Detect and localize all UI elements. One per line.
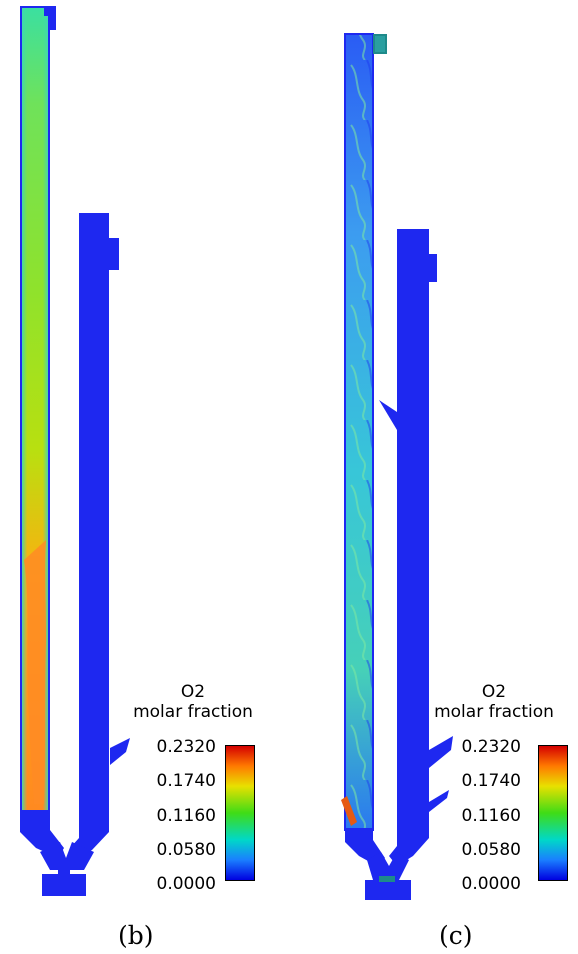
legend-tick: 0.1740 (461, 771, 521, 791)
legend-title-line2: molar fraction (434, 702, 554, 722)
legend-tick: 0.1740 (156, 771, 216, 791)
legend-title: O2 molar fraction (424, 682, 564, 722)
downcomer-b (79, 213, 130, 798)
legend-tick: 0.0580 (461, 840, 521, 860)
legend-tick: 0.0580 (156, 840, 216, 860)
colorbar (538, 745, 568, 881)
reactor-contour-c (341, 33, 453, 900)
riser-c (341, 33, 387, 831)
legend-title-line2: molar fraction (133, 702, 253, 722)
loop-seal-b (20, 795, 109, 896)
panel-b: O2 molar fraction 0.2320 0.1740 0.1160 0… (20, 6, 263, 950)
legend-tick: 0.2320 (461, 737, 521, 757)
riser-b (20, 6, 56, 814)
loop-seal-c (345, 800, 429, 900)
panel-caption: (b) (118, 921, 154, 950)
colorbar (225, 745, 255, 881)
legend-tick: 0.1160 (156, 806, 216, 826)
legend-tick: 0.1160 (461, 806, 521, 826)
panel-c: O2 molar fraction 0.2320 0.1740 0.1160 0… (289, 0, 578, 954)
legend-title-line1: O2 (180, 682, 206, 702)
legend-title-line1: O2 (481, 682, 507, 702)
downcomer-c (379, 229, 453, 812)
legend-tick: 0.0000 (461, 874, 521, 894)
reactor-contour-b (20, 6, 130, 896)
legend-title: O2 molar fraction (123, 682, 263, 722)
panel-caption: (c) (439, 921, 473, 950)
legend-tick: 0.2320 (156, 737, 216, 757)
legend-tick: 0.0000 (156, 874, 216, 894)
